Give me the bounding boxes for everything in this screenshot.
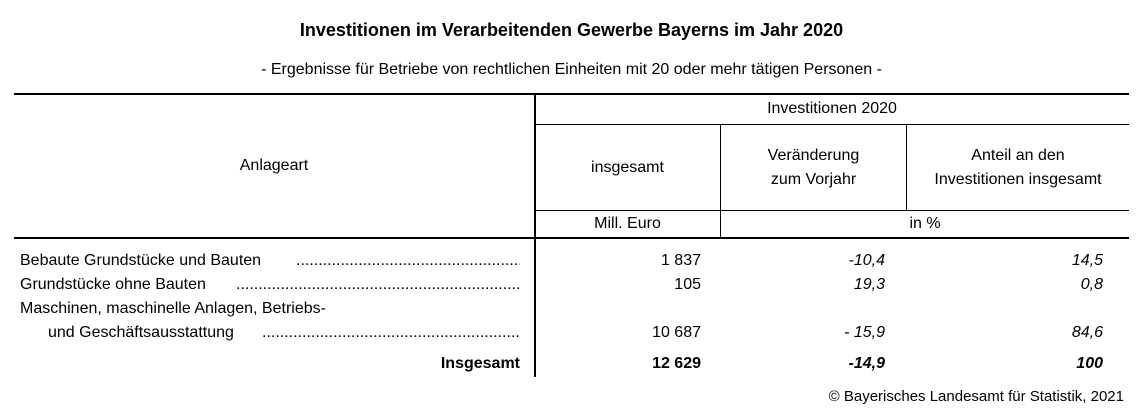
column-divider-1 <box>720 124 721 237</box>
table-subtitle: - Ergebnisse für Betriebe von rechtliche… <box>261 61 882 78</box>
group-header: Investitionen 2020 <box>767 100 897 117</box>
row-label-maschinen-line1: Maschinen, maschinelle Anlagen, Betriebs… <box>20 300 326 317</box>
total-anteil: 100 <box>1076 355 1103 372</box>
leader-dots: ........................................… <box>236 276 520 293</box>
table-title: Investitionen im Verarbeitenden Gewerbe … <box>299 20 844 40</box>
unit-row-rule <box>535 210 1129 211</box>
total-veraenderung: -14,9 <box>848 355 885 372</box>
row-bebaute-anteil: 14,5 <box>1071 252 1103 269</box>
column-divider-2 <box>906 124 907 211</box>
col-veraenderung-header-line1: Veränderung <box>767 147 860 164</box>
col-anteil-header-line2: Investitionen insgesamt <box>934 171 1102 188</box>
total-label: Insgesamt <box>440 355 520 372</box>
leader-dots: ........................................… <box>296 252 520 269</box>
copyright-footer: © Bayerisches Landesamt für Statistik, 2… <box>828 388 1124 405</box>
top-rule <box>14 93 1129 95</box>
unit-mill-euro: Mill. Euro <box>594 215 661 232</box>
row-bebaute-veraenderung: -10,4 <box>848 252 885 269</box>
row-maschinen-anteil: 84,6 <box>1071 324 1103 341</box>
row-label-header: Anlageart <box>239 157 309 174</box>
col-veraenderung-header-line2: zum Vorjahr <box>770 171 857 188</box>
leader-dots: ........................................… <box>262 324 520 341</box>
total-insgesamt: 12 629 <box>652 355 701 372</box>
header-bottom-rule <box>14 237 1129 239</box>
group-header-rule <box>535 124 1129 125</box>
row-maschinen-veraenderung: - 15,9 <box>844 324 885 341</box>
col-anteil-header-line1: Anteil an den <box>971 147 1065 164</box>
row-grundstuecke-insgesamt: 105 <box>674 276 701 293</box>
row-grundstuecke-veraenderung: 19,3 <box>853 276 885 293</box>
row-label-maschinen: und Geschäftsausstattung <box>48 324 234 341</box>
unit-percent: in % <box>909 215 941 232</box>
row-grundstuecke-anteil: 0,8 <box>1080 276 1103 293</box>
row-bebaute-insgesamt: 1 837 <box>660 252 701 269</box>
data-column-divider <box>534 94 536 377</box>
col-insgesamt-header: insgesamt <box>591 159 664 176</box>
row-label-bebaute: Bebaute Grundstücke und Bauten <box>20 252 262 269</box>
row-maschinen-insgesamt: 10 687 <box>652 324 701 341</box>
row-label-grundstuecke: Grundstücke ohne Bauten <box>20 276 206 293</box>
